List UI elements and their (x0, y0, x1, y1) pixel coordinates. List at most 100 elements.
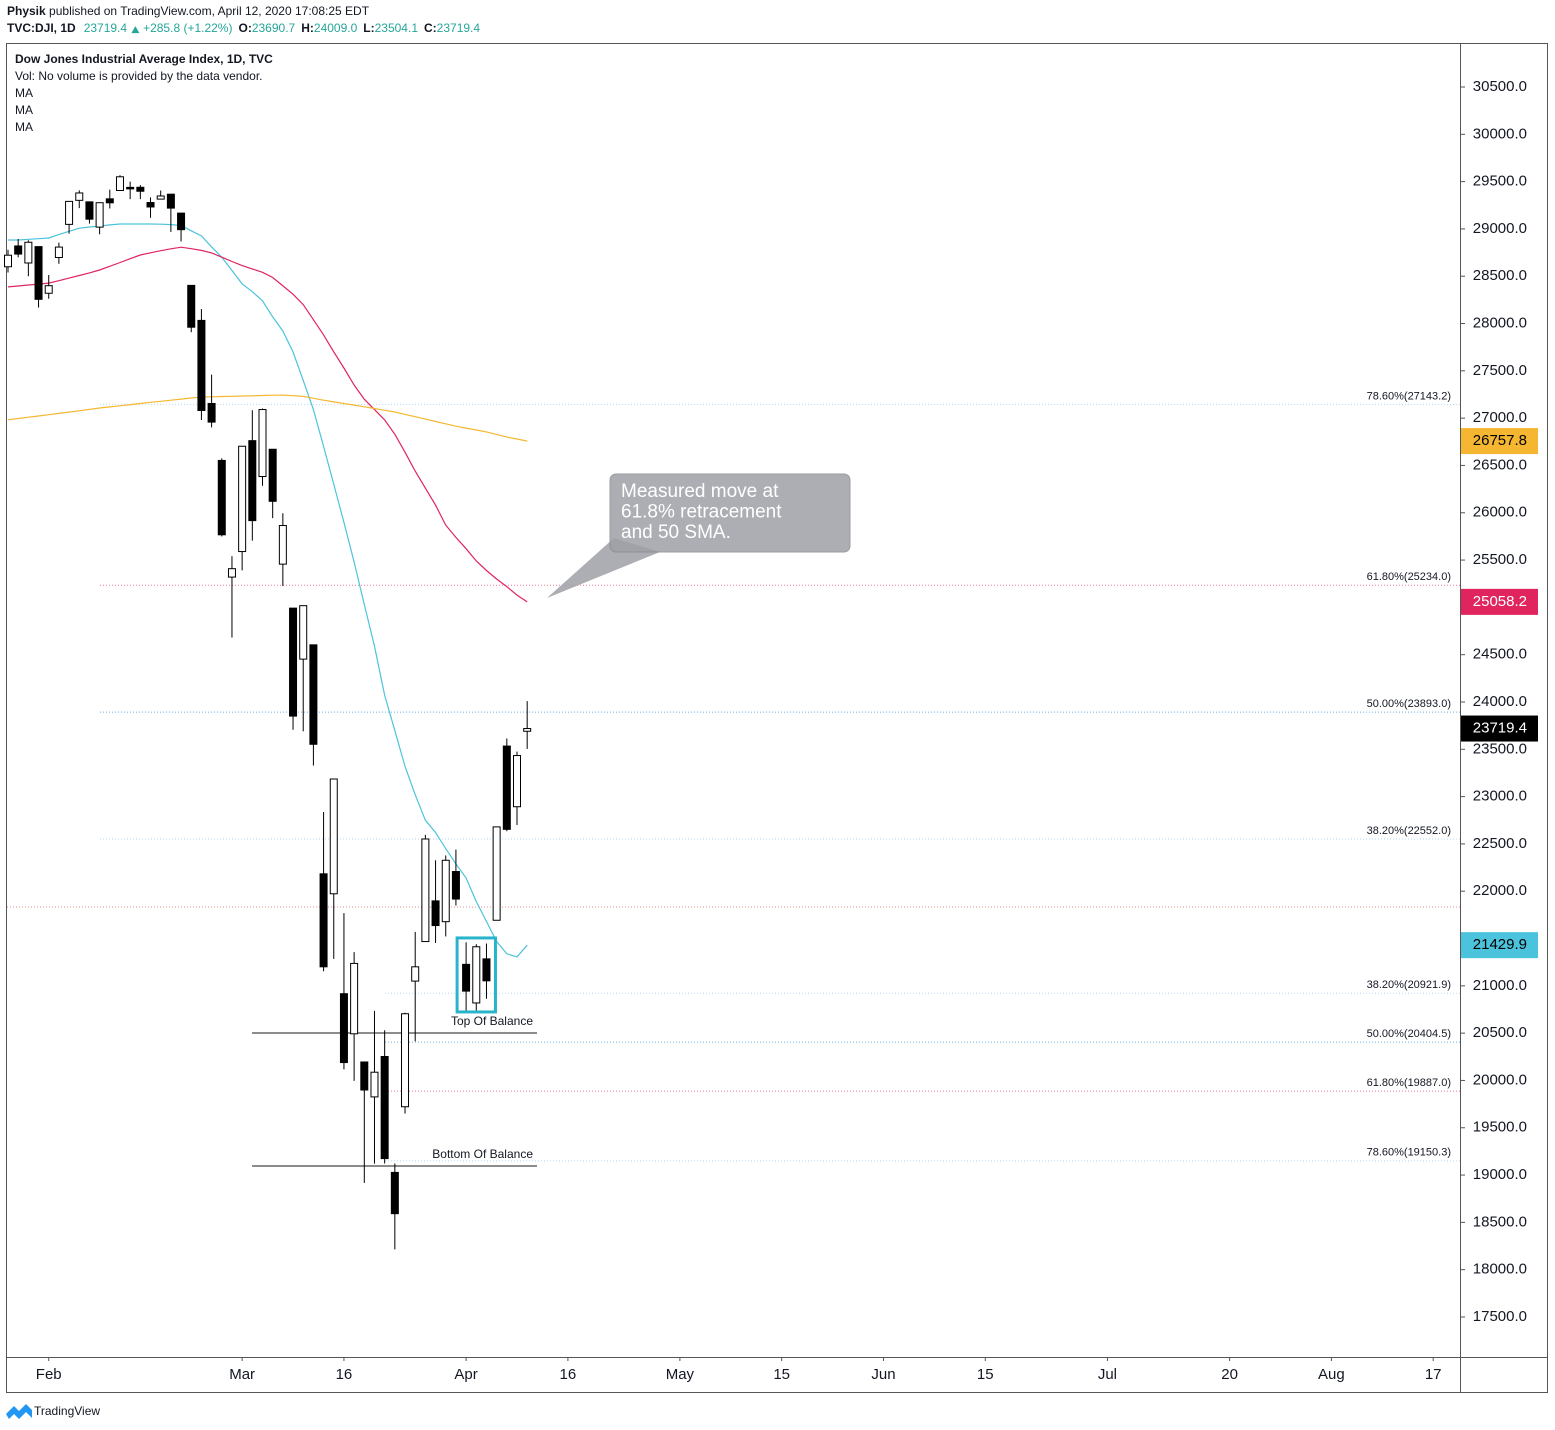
y-tick-label: 24000.0 (1473, 693, 1527, 710)
y-tick-label: 30000.0 (1473, 125, 1527, 142)
y-tick-label: 20000.0 (1473, 1071, 1527, 1088)
legend-entry: MA (15, 86, 33, 100)
y-tick-label: 28000.0 (1473, 314, 1527, 331)
candle-body (238, 445, 247, 553)
ohlc-label: L: (363, 21, 374, 35)
callout-text: 61.8% retracement (621, 502, 782, 523)
candle-body (441, 859, 450, 923)
level-label: 78.60%(19150.3) (1367, 1147, 1451, 1159)
candle-body (85, 201, 94, 220)
price-tag (1461, 428, 1538, 455)
candle-body (24, 241, 33, 264)
highlight-box (455, 936, 497, 1014)
y-tick-label: 18000.0 (1473, 1261, 1527, 1278)
quote-text: TVC:DJI, 1D 23719.4 +285.8 (+1.22%) O:23690… (7, 21, 480, 35)
candle-body (472, 946, 481, 1004)
candle-body (136, 186, 145, 192)
candle-body (451, 871, 460, 900)
candle-body (360, 1061, 369, 1091)
candle-body (319, 873, 328, 968)
price-tag-label: 21429.9 (1473, 936, 1527, 953)
candle-body (95, 202, 104, 228)
candle-body (227, 568, 236, 578)
y-tick-label: 29000.0 (1473, 220, 1527, 237)
change: +285.8 (+1.22%) (143, 21, 232, 35)
brand: TradingView (34, 1404, 100, 1418)
candle-body (34, 246, 43, 300)
level-label: 38.20%(22552.0) (1367, 825, 1451, 837)
candle-body (177, 212, 186, 231)
quote-line: TVC:DJI, 1D 23719.4 +285.8 (+1.22%) O:23690… (7, 21, 480, 35)
x-tick-label: Apr (454, 1366, 477, 1383)
level-label: 61.80%(25234.0) (1367, 571, 1451, 583)
y-tick-label: 18500.0 (1473, 1213, 1527, 1230)
candle-body (126, 186, 135, 190)
legend-entry: MA (15, 120, 33, 134)
y-tick-label: 30500.0 (1473, 78, 1527, 95)
candle-body (278, 525, 287, 565)
x-tick-label: Jul (1098, 1366, 1117, 1383)
y-tick-label: 23000.0 (1473, 788, 1527, 805)
y-tick-label: 27500.0 (1473, 362, 1527, 379)
x-tick-label: Jun (871, 1366, 895, 1383)
price-tag (1461, 588, 1538, 615)
candle-body (75, 192, 84, 201)
candle-body (350, 962, 359, 1035)
y-tick-label: 23500.0 (1473, 740, 1527, 757)
callout-box (609, 473, 851, 553)
candle-body (309, 644, 318, 745)
author: Physik (7, 4, 46, 18)
legend-entry: MA (15, 103, 33, 117)
candle-body (65, 200, 74, 225)
candle-body (187, 284, 196, 328)
callout-text: and 50 SMA. (621, 522, 731, 543)
y-tick-label: 26500.0 (1473, 456, 1527, 473)
ma-line (8, 223, 528, 958)
price-tag-label: 25058.2 (1473, 593, 1527, 610)
ma-line (7, 246, 528, 603)
price-tag-label: 26757.8 (1473, 432, 1527, 449)
candle-body (268, 448, 277, 502)
candle-body (411, 966, 420, 982)
y-tick-label: 22500.0 (1473, 835, 1527, 852)
brand-logo (6, 1404, 32, 1419)
y-tick-label: 19000.0 (1473, 1166, 1527, 1183)
y-tick-label: 24500.0 (1473, 646, 1527, 663)
candle-body (482, 958, 491, 982)
chart-title: Dow Jones Industrial Average Index, 1D, … (15, 52, 273, 66)
candle-body (54, 246, 63, 258)
ohlc-label: O: (238, 21, 251, 35)
ohlc-value: 23719.4 (437, 21, 481, 35)
y-tick-label: 21000.0 (1473, 977, 1527, 994)
candle-body (197, 319, 206, 411)
candle-body (248, 440, 257, 522)
x-tick-label: May (666, 1366, 695, 1383)
balance-label: Bottom Of Balance (432, 1147, 533, 1161)
level-label: 61.80%(19887.0) (1367, 1077, 1451, 1089)
y-tick-label: 17500.0 (1473, 1308, 1527, 1325)
candle-body (207, 402, 216, 423)
candle-body (370, 1071, 379, 1098)
x-tick-label: 17 (1425, 1366, 1442, 1383)
y-tick-label: 22000.0 (1473, 882, 1527, 899)
publish-line: Physik published on TradingView.com, Apr… (7, 4, 370, 18)
candle-body (166, 193, 175, 209)
last-price: 23719.4 (84, 21, 128, 35)
candle-body (115, 176, 124, 192)
callout-pointer (547, 538, 660, 598)
candle-body (258, 409, 267, 478)
candle-body (523, 728, 532, 732)
ohlc-value: 23690.7 (252, 21, 296, 35)
y-tick-label: 19500.0 (1473, 1119, 1527, 1136)
candle-body (431, 900, 440, 927)
candle-body (421, 838, 430, 943)
y-tick-label: 20500.0 (1473, 1024, 1527, 1041)
candle-body (156, 195, 165, 200)
ohlc-label: C: (424, 21, 437, 35)
ohlc-value: 24009.0 (314, 21, 358, 35)
candle-body (339, 993, 348, 1064)
x-tick-label: 16 (336, 1366, 353, 1383)
candle-body (217, 459, 226, 536)
price-tag (1461, 715, 1538, 742)
